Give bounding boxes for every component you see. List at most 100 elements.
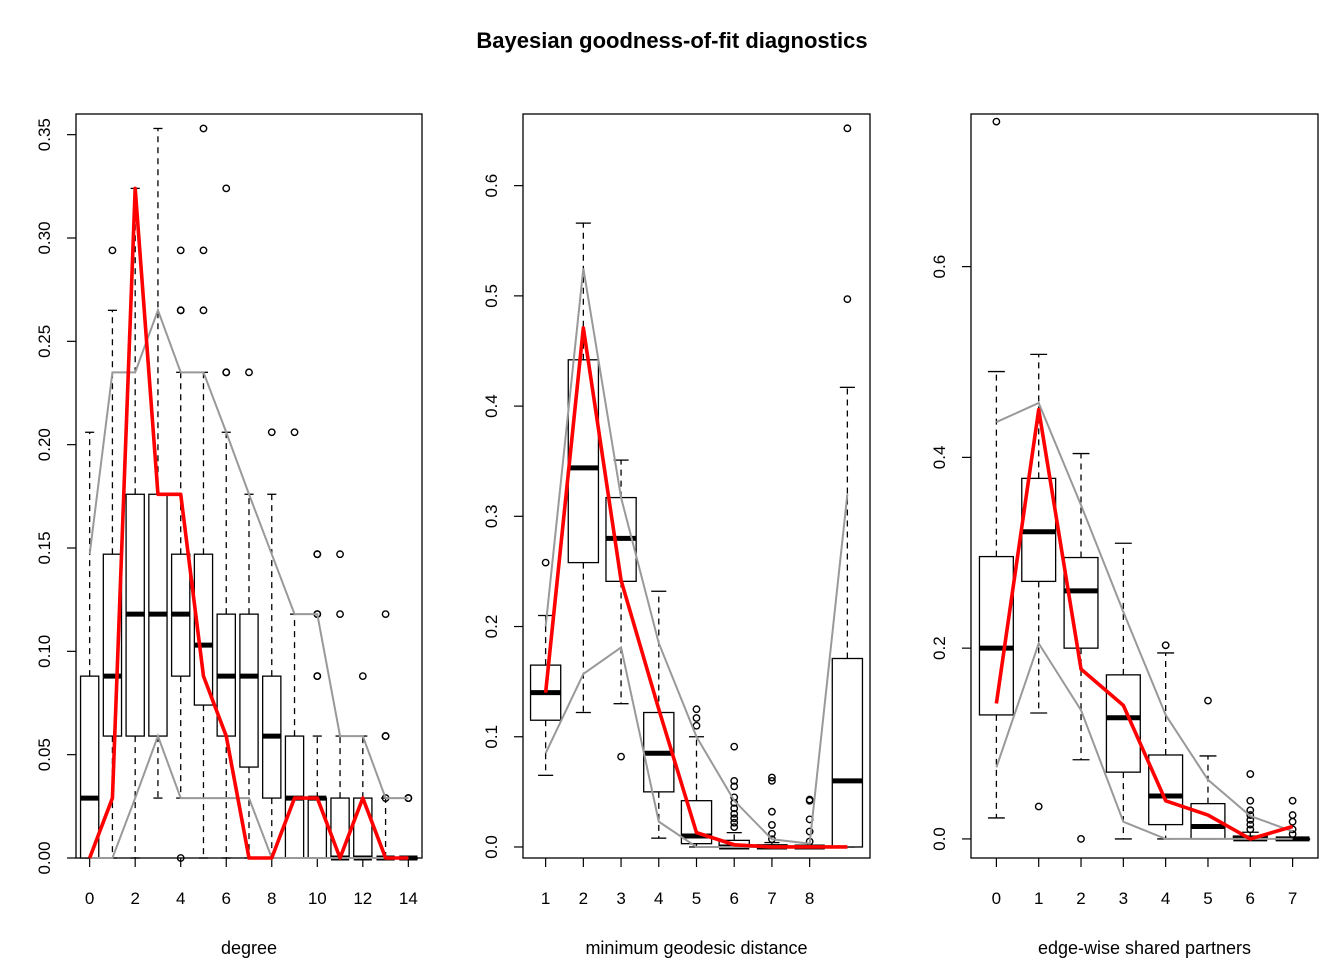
box-iqr [353,797,373,859]
upper-bound-line [544,268,849,845]
outlier-point [730,742,739,751]
outlier-point [336,550,344,559]
outlier-point [1246,770,1255,778]
outlier-point [176,246,185,255]
outlier-point [381,610,390,619]
boxplot [398,794,419,861]
outlier-point [1288,811,1297,819]
outlier-point [843,124,852,133]
y-tick-label: 0.10 [35,635,54,668]
y-tick-label: 0.15 [35,531,54,564]
box-iqr [330,797,350,859]
box-iqr [1148,754,1184,826]
outlier-point [1246,820,1255,829]
y-tick-label: 0.20 [35,428,54,461]
boxplot [1148,641,1184,840]
figure-title: Bayesian goodness-of-fit diagnostics [476,28,867,53]
boxplot [170,246,191,862]
upper-bound-line [88,307,409,800]
x-tick-label: 0 [992,889,1001,908]
outlier-point [1246,825,1255,834]
outlier-point [199,124,208,133]
outlier-point [381,732,390,740]
outlier-point [267,428,276,437]
boxplot [1275,796,1311,842]
y-tick-label: 0.2 [482,615,501,639]
x-tick-label: 6 [222,889,231,908]
x-tick-label: 5 [692,889,701,908]
boxplot [239,368,259,859]
x-tick-label: 12 [353,889,372,908]
y-tick-label: 0.2 [930,636,949,660]
boxplot [148,127,168,799]
observed-line [87,186,409,860]
x-tick-label: 1 [1034,889,1043,908]
boxplot [529,558,562,776]
panel-minimum-geodesic-distance: 0.0 0.1 0.2 0.3 0.4 0.5 0.6 1 2 3 4 5 6 7 8 minimum geo… [482,113,871,958]
y-tick-label: 0.35 [35,118,54,151]
box-iqr [79,675,100,859]
boxplot [353,672,373,861]
outlier-point [290,428,299,437]
x-tick-label: 7 [1288,889,1297,908]
outlier-point [805,795,814,804]
y-tick-label: 0.5 [482,284,501,308]
x-tick-label: 5 [1203,889,1212,908]
x-tick-label: 0 [85,889,94,908]
outlier-point [176,854,185,862]
x-tick-label: 7 [767,889,776,908]
plot-frame [970,113,1319,859]
upper-bound-line [995,401,1293,833]
outlier-point [768,829,776,838]
box-iqr [1105,674,1141,773]
outlier-point [730,776,739,785]
x-tick-label: 4 [176,889,185,908]
x-tick-label: 6 [729,889,738,908]
y-tick-label: 0.25 [35,325,54,358]
outlier-point [1034,802,1043,811]
lower-bound-line [995,641,1293,840]
outlier-point [336,610,344,619]
x-tick-label: 8 [267,889,276,908]
boxplot [1105,542,1141,840]
boxplot [978,117,1014,819]
panel-degree: 0.00 0.05 0.10 0.15 0.20 0.25 0.30 0.35 0 2 4 6 8 10 1… [35,113,423,958]
y-tick-label: 0.4 [930,446,949,470]
outlier-point [768,807,776,816]
outlier-point [358,672,367,681]
outlier-point [843,295,852,304]
outlier-point [730,810,739,818]
boxplot [216,184,236,859]
panel-edge-wise-shared-partners: 0.0 0.2 0.4 0.6 0 1 2 3 4 5 6 7 edge-wise shared par… [930,113,1319,958]
boxplot [284,428,305,859]
x-tick-label: 4 [1161,889,1170,908]
outlier-point [176,306,185,315]
outlier-point [1246,796,1255,805]
y-tick-label: 0.30 [35,221,54,254]
x-tick-label: 4 [654,889,663,908]
x-tick-label: 14 [399,889,418,908]
outlier-point [992,117,1001,126]
x-tick-label: 2 [579,889,588,908]
x-axis-label: minimum geodesic distance [585,938,807,958]
y-tick-label: 0.00 [35,841,54,874]
outlier-point [692,705,701,714]
outlier-point [1288,796,1297,805]
boxplot [831,124,864,848]
boxplot [1190,696,1226,840]
boxplot [718,742,750,850]
outlier-point [730,823,739,832]
outlier-point [199,306,208,315]
outlier-point [245,368,253,377]
outlier-point [730,782,739,791]
outlier-point [199,246,208,255]
y-tick-label: 0.0 [930,827,949,851]
y-tick-label: 0.6 [930,255,949,279]
x-tick-label: 6 [1246,889,1255,908]
y-tick-label: 0.0 [482,835,501,859]
x-tick-label: 3 [1119,889,1128,908]
y-tick-label: 0.1 [482,725,501,749]
outlier-point [692,714,701,722]
boxplot [756,773,788,850]
outlier-point [692,721,701,730]
